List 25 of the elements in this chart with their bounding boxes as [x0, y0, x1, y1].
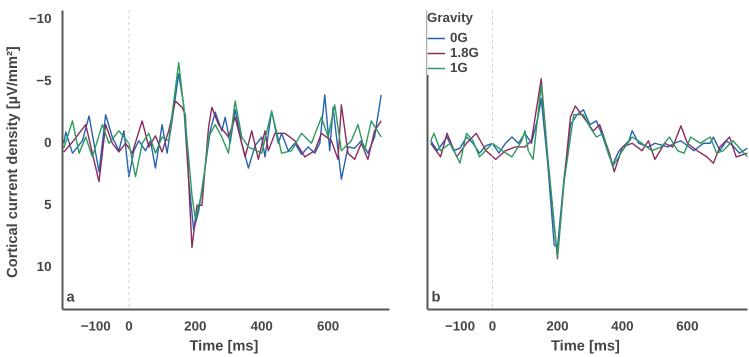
legend-label: 1G: [450, 60, 469, 75]
y-tick-label: −5: [36, 72, 52, 88]
legend-title: Gravity: [427, 10, 474, 25]
x-tick-label: 200: [546, 318, 569, 334]
y-tick-label: −10: [28, 10, 52, 26]
legend-label: 0G: [450, 30, 469, 45]
x-tick-label: 200: [184, 318, 206, 334]
x-tick-label: 400: [611, 318, 634, 334]
y-tick-label: 5: [44, 197, 52, 212]
y-axis-title: Cortical current density [µV/mm²]: [4, 46, 21, 278]
y-tick-label: 0: [44, 135, 52, 150]
x-tick-label: 0: [125, 318, 133, 334]
x-axis-title: Time [ms]: [550, 338, 620, 354]
x-tick-label: 0: [488, 318, 496, 334]
x-tick-label: 600: [676, 318, 699, 334]
x-tick-label: 400: [250, 318, 273, 334]
legend-label: 1.8G: [450, 45, 479, 60]
x-tick-label: −100: [80, 318, 111, 334]
line-series: [63, 100, 382, 248]
x-tick-label: −100: [444, 318, 476, 334]
annotation: b: [432, 290, 440, 306]
x-axis-title: Time [ms]: [189, 338, 259, 354]
x-tick-label: 600: [316, 318, 340, 334]
y-tick-label: 10: [36, 259, 52, 274]
annotation: a: [66, 290, 76, 306]
